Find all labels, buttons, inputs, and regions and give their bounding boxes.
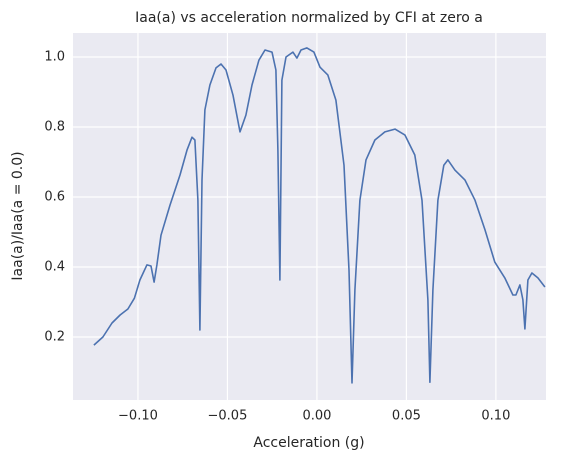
y-tick-label: 0.6 [44, 190, 65, 205]
x-tick-label: 0.00 [302, 409, 331, 424]
y-tick-label: 1.0 [44, 50, 65, 65]
y-axis-label: Iaa(a)/Iaa(a = 0.0) [10, 151, 26, 280]
plot-background [73, 33, 546, 400]
x-tick-label: −0.05 [208, 409, 248, 424]
chart-title: Iaa(a) vs acceleration normalized by CFI… [135, 10, 483, 26]
y-tick-label: 0.4 [44, 260, 65, 275]
y-tick-label: 0.2 [44, 330, 65, 345]
y-tick-label: 0.8 [44, 120, 65, 135]
x-tick-label: 0.05 [392, 409, 421, 424]
x-axis-label: Acceleration (g) [253, 435, 364, 451]
data-line [93, 47, 546, 384]
x-tick-label: −0.10 [118, 409, 158, 424]
x-tick-label: 0.10 [481, 409, 510, 424]
